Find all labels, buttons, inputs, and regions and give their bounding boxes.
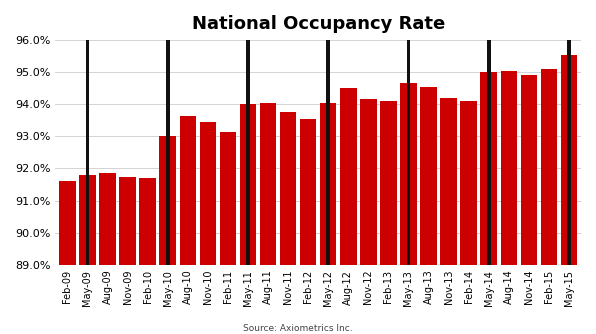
- Title: National Occupancy Rate: National Occupancy Rate: [191, 15, 445, 33]
- Bar: [440, 98, 457, 265]
- Bar: [360, 100, 377, 265]
- Bar: [240, 104, 256, 265]
- Bar: [561, 54, 577, 265]
- Bar: [521, 75, 537, 265]
- Bar: [300, 119, 316, 265]
- Bar: [401, 84, 417, 265]
- Text: Source: Axiometrics Inc.: Source: Axiometrics Inc.: [243, 324, 353, 333]
- Bar: [59, 181, 76, 265]
- Bar: [79, 175, 96, 265]
- Bar: [280, 112, 296, 265]
- Bar: [166, 40, 169, 265]
- Bar: [246, 40, 250, 265]
- Bar: [86, 40, 89, 265]
- Bar: [541, 69, 557, 265]
- Bar: [260, 103, 277, 265]
- Bar: [179, 116, 196, 265]
- Bar: [119, 176, 136, 265]
- Bar: [327, 40, 330, 265]
- Bar: [340, 88, 356, 265]
- Bar: [487, 40, 491, 265]
- Bar: [420, 87, 437, 265]
- Bar: [100, 173, 116, 265]
- Bar: [220, 132, 236, 265]
- Bar: [160, 136, 176, 265]
- Bar: [461, 101, 477, 265]
- Bar: [501, 70, 517, 265]
- Bar: [567, 40, 571, 265]
- Bar: [320, 103, 336, 265]
- Bar: [200, 122, 216, 265]
- Bar: [380, 101, 396, 265]
- Bar: [139, 178, 156, 265]
- Bar: [406, 40, 410, 265]
- Bar: [480, 72, 497, 265]
